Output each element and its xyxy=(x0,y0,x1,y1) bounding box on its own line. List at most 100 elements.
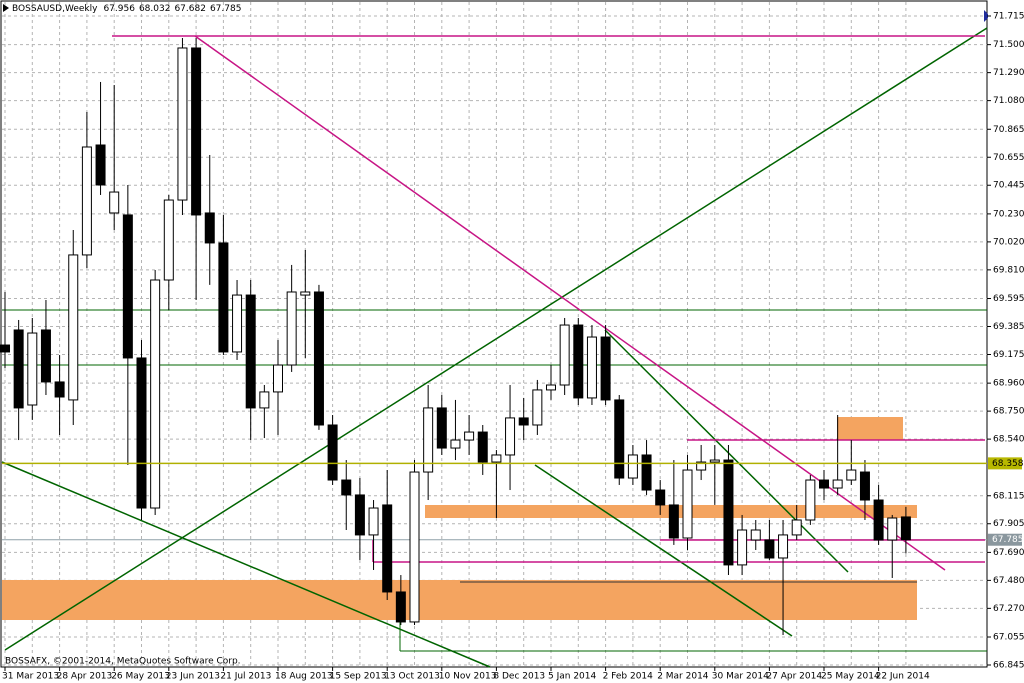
candle-body xyxy=(491,454,502,463)
y-tick-label: 68.960 xyxy=(993,379,1024,389)
candle-body xyxy=(327,424,338,481)
candle-body xyxy=(586,336,597,399)
candle-body xyxy=(13,329,24,409)
y-tick-label: 70.230 xyxy=(993,209,1024,219)
chart-title: BOSSAUSD,Weekly 67.956 68.032 67.682 67.785 xyxy=(12,4,241,14)
y-tick-label: 67.480 xyxy=(993,576,1024,586)
candle-body xyxy=(286,291,297,366)
y-tick-label: 71.290 xyxy=(993,68,1024,78)
candle-body xyxy=(109,191,120,214)
level-label-bg xyxy=(988,457,1022,470)
candle-body xyxy=(450,439,461,449)
x-tick-label: 23 Jun 2013 xyxy=(166,672,220,682)
candle-body xyxy=(723,459,734,566)
candle-body xyxy=(354,494,365,536)
x-tick-label: 18 Aug 2013 xyxy=(275,672,333,682)
candle-body xyxy=(95,144,106,186)
candle-body xyxy=(27,332,38,406)
y-tick-label: 69.385 xyxy=(993,322,1024,332)
candle-body xyxy=(709,459,720,463)
ohlc-low: 67.682 xyxy=(174,4,206,14)
candle-body xyxy=(464,431,475,441)
x-tick-label: 21 Jul 2013 xyxy=(220,672,271,682)
candle-body xyxy=(750,529,761,541)
y-tick-label: 71.080 xyxy=(993,96,1024,106)
x-tick-label: 2 Mar 2014 xyxy=(657,672,709,682)
x-tick-label: 5 Jan 2014 xyxy=(548,672,596,682)
candle-body xyxy=(409,471,420,623)
candle-body xyxy=(641,454,652,491)
x-tick-label: 31 Mar 2013 xyxy=(2,672,59,682)
candle-body xyxy=(791,519,802,536)
candle-body xyxy=(546,384,556,391)
candle-body xyxy=(873,499,884,541)
candle-body xyxy=(778,534,789,559)
y-tick-label: 70.865 xyxy=(993,125,1024,135)
candle-body xyxy=(40,329,51,383)
x-tick-label: 22 Jun 2014 xyxy=(876,672,930,682)
candle-body xyxy=(204,212,215,244)
candle-body xyxy=(682,469,693,539)
y-tick-label: 71.715 xyxy=(993,11,1024,21)
symbol: BOSSAUSD,Weekly xyxy=(12,4,98,14)
candle-body xyxy=(163,199,174,281)
candle-body xyxy=(313,291,324,426)
candle-body xyxy=(395,591,406,623)
y-tick-label: 66.845 xyxy=(993,661,1024,671)
candle-body xyxy=(0,344,10,353)
candle-body xyxy=(696,461,707,471)
zone xyxy=(837,417,903,440)
candle-body xyxy=(150,279,161,509)
trend-line xyxy=(1,461,491,668)
x-tick-label: 15 Sep 2013 xyxy=(330,672,387,682)
candle-body xyxy=(859,471,870,501)
candle-body xyxy=(764,539,775,559)
price-label: 67.785 xyxy=(992,535,1024,545)
y-tick-label: 68.540 xyxy=(993,435,1024,445)
candle-body xyxy=(832,479,843,489)
x-tick-label: 25 May 2014 xyxy=(821,672,880,682)
candle-body xyxy=(846,469,857,481)
y-tick-label: 70.020 xyxy=(993,237,1024,247)
candle-body xyxy=(177,47,188,201)
trend-line xyxy=(534,464,793,637)
candle-body xyxy=(436,407,447,449)
level-label: 68.358 xyxy=(992,459,1024,469)
candle-body xyxy=(259,391,270,409)
x-tick-label: 13 Oct 2013 xyxy=(384,672,440,682)
candle-body xyxy=(600,336,611,401)
candle-body xyxy=(900,516,911,541)
candle-body xyxy=(341,479,352,496)
candle-body xyxy=(627,454,638,479)
y-tick-label: 67.270 xyxy=(993,604,1024,614)
candle-body xyxy=(300,291,311,296)
x-tick-label: 8 Dec 2013 xyxy=(493,672,545,682)
candle-body xyxy=(819,479,829,489)
candle-body xyxy=(122,214,133,359)
y-tick-label: 68.115 xyxy=(993,491,1024,501)
candle-body xyxy=(218,242,229,353)
candle-body xyxy=(668,504,679,539)
ohlc-close: 67.785 xyxy=(210,4,242,14)
candle-body xyxy=(614,399,625,479)
candle-body xyxy=(655,489,666,506)
candle-body xyxy=(273,364,283,393)
y-tick-label: 70.445 xyxy=(993,181,1024,191)
candle-body xyxy=(68,254,79,401)
candle-body xyxy=(532,389,543,426)
candle-body xyxy=(518,417,529,426)
candle-body xyxy=(245,294,256,409)
candle-body xyxy=(805,479,816,521)
x-tick-label: 10 Nov 2013 xyxy=(439,672,497,682)
x-tick-label: 30 Mar 2014 xyxy=(712,672,769,682)
ohlc-high: 68.032 xyxy=(139,4,171,14)
y-tick-label: 69.595 xyxy=(993,294,1024,304)
y-tick-label: 69.175 xyxy=(993,350,1024,360)
x-tick-label: 2 Feb 2014 xyxy=(603,672,654,682)
candles xyxy=(0,37,987,636)
ohlc-open: 67.956 xyxy=(103,4,135,14)
trend-line xyxy=(4,27,988,651)
candle-body xyxy=(136,357,147,509)
